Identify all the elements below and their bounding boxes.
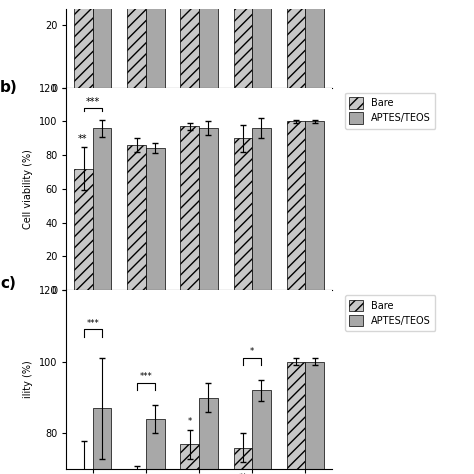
Text: ***: *** [87, 319, 99, 328]
Bar [234, 0, 252, 88]
Text: b): b) [0, 80, 18, 94]
Bar [74, 469, 93, 474]
Bar [252, 128, 271, 290]
X-axis label: Nanoparticle concentration (μg/mL): Nanoparticle concentration (μg/mL) [100, 111, 298, 121]
Text: **: ** [238, 473, 247, 474]
Bar [305, 0, 324, 88]
Bar [181, 0, 199, 88]
Bar [287, 121, 305, 290]
Bar [93, 408, 111, 474]
Bar [234, 448, 252, 474]
Bar [74, 169, 93, 290]
Bar [93, 128, 111, 290]
Bar [146, 0, 164, 88]
Bar [146, 148, 164, 290]
Legend: Bare, APTES/TEOS: Bare, APTES/TEOS [345, 295, 436, 331]
Bar [181, 444, 199, 474]
Bar [128, 0, 146, 88]
Text: **: ** [77, 134, 87, 144]
Bar [234, 138, 252, 290]
Bar [146, 419, 164, 474]
Bar [305, 121, 324, 290]
Legend: Bare, APTES/TEOS: Bare, APTES/TEOS [345, 92, 436, 128]
Text: ***: *** [86, 97, 100, 107]
Text: ***: *** [140, 373, 152, 382]
Bar [287, 362, 305, 474]
Text: c): c) [0, 275, 16, 291]
Text: *: * [188, 417, 192, 426]
X-axis label: Nanoparticle concentration (μg/mL): Nanoparticle concentration (μg/mL) [100, 313, 298, 323]
Bar [181, 127, 199, 290]
Bar [128, 145, 146, 290]
Bar [74, 0, 93, 88]
Bar [252, 391, 271, 474]
Bar [287, 0, 305, 88]
Bar [199, 398, 218, 474]
Bar [199, 128, 218, 290]
Y-axis label: Cell viability (%): Cell viability (%) [23, 149, 33, 229]
Y-axis label: ility (%): ility (%) [23, 361, 33, 399]
Bar [252, 0, 271, 88]
Bar [305, 362, 324, 474]
Bar [199, 0, 218, 88]
Text: *: * [250, 347, 254, 356]
Bar [93, 0, 111, 88]
